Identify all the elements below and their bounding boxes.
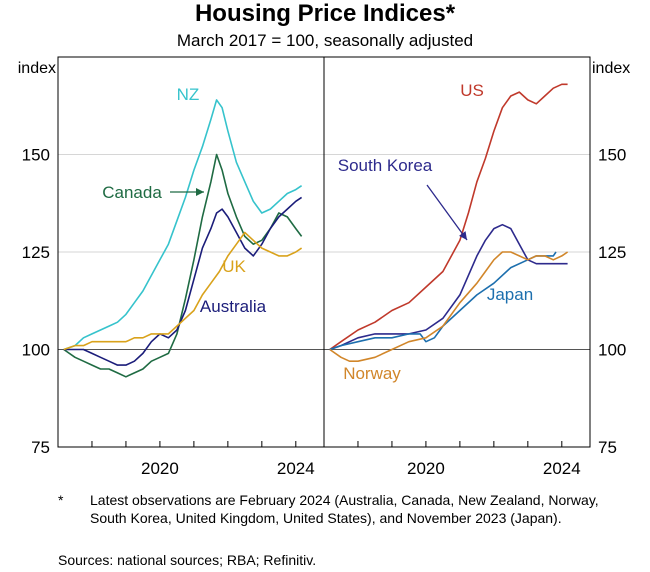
y-tick-label-left-75: 75 [31,438,50,457]
x-tick-label-left-2020: 2020 [141,459,179,478]
series-line-uk [63,231,303,351]
y-tick-label-left-125: 125 [22,243,50,262]
arrowhead-south-korea [459,231,467,240]
gridlines [58,154,590,350]
footnote-text: Latest observations are February 2024 (A… [90,492,599,526]
y-tick-label-right-150: 150 [598,146,626,165]
chart-subtitle: March 2017 = 100, seasonally adjusted [176,31,474,50]
series-line-us [329,83,568,351]
series-line-norway [329,251,569,362]
arrowhead-canada [196,188,204,196]
y-axis-title-left: index [18,60,56,77]
sources-note: Sources: national sources; RBA; Refiniti… [58,552,317,568]
y-tick-label-left-100: 100 [22,341,50,360]
series-label-south-korea: South Korea [338,156,433,175]
x-tick-label-left-2024: 2024 [277,459,315,478]
series-label-norway: Norway [343,364,401,383]
chart-frames [57,56,591,448]
footnote-marker: * [58,492,64,508]
chart-labels: 75 100 125 150 index 2020 2024 NZ Canada UK Austra… [18,60,631,478]
series-label-canada: Canada [102,183,162,202]
series-label-uk: UK [222,257,246,276]
series-line-canada [63,153,303,378]
y-tick-label-right-125: 125 [598,243,626,262]
y-tick-label-right-75: 75 [598,438,617,457]
series-lines [63,83,569,378]
series-label-japan: Japan [487,285,533,304]
series-line-south-korea [329,223,568,351]
x-tick-label-right-2020: 2020 [407,459,445,478]
series-line-australia [63,196,303,366]
x-tick-label-right-2024: 2024 [543,459,581,478]
y-tick-label-left-150: 150 [22,146,50,165]
y-axis-title-right: index [592,60,630,77]
series-line-nz [63,99,303,351]
series-label-us: US [460,81,484,100]
series-label-nz: NZ [177,85,200,104]
y-tick-label-right-100: 100 [598,341,626,360]
arrow-south-korea [426,184,468,241]
series-label-australia: Australia [200,297,267,316]
chart-title: Housing Price Indices* [194,0,456,27]
